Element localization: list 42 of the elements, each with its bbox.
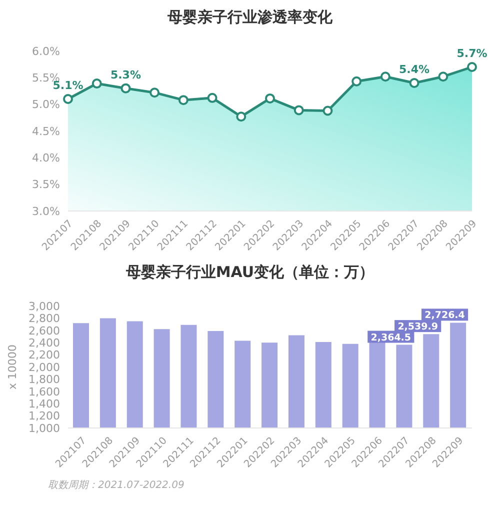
point — [120, 83, 131, 94]
y-tick-label: 3.0% — [32, 204, 60, 218]
point — [467, 62, 477, 72]
point — [294, 105, 304, 116]
data-label: 2,364.5 — [370, 332, 412, 344]
y-tick-label: 3,000 — [28, 300, 60, 313]
data-label: 5.4% — [399, 63, 430, 76]
data-label: 5.7% — [456, 47, 488, 60]
y-tick-label: 6.0% — [32, 44, 60, 58]
y-tick-label: 2,200 — [28, 348, 60, 362]
point — [150, 88, 160, 98]
chart-title: 母婴亲子行业MAU变化（单位：万） — [124, 263, 376, 282]
chart-title: 母婴亲子行业渗透率变化 — [166, 8, 334, 27]
point — [236, 112, 246, 122]
data-label: 5.3% — [110, 68, 141, 82]
point — [409, 78, 420, 88]
data-label: 2,539.9 — [398, 322, 438, 333]
y-tick-label: 1,400 — [28, 398, 60, 411]
point — [265, 93, 275, 104]
point — [352, 76, 362, 86]
text: 取数周期：2021.07-2022.09 — [48, 478, 186, 492]
y-axis-title: x 10000 — [6, 344, 19, 390]
y-tick-label: 4.0% — [32, 152, 60, 165]
point — [438, 72, 448, 82]
y-tick-label: 2,600 — [28, 324, 60, 338]
y-tick-label: 4.5% — [32, 124, 60, 138]
y-tick-label: 5.0% — [32, 98, 60, 112]
data-label: 2,726.4 — [424, 310, 466, 322]
point — [63, 94, 73, 104]
point — [380, 72, 390, 82]
point — [92, 78, 102, 89]
y-tick-label: 1,800 — [28, 373, 60, 386]
y-tick-label: 2,800 — [28, 312, 60, 326]
y-tick-label: 1,600 — [28, 385, 60, 398]
point — [207, 92, 218, 103]
y-tick-label: 2,000 — [28, 360, 60, 374]
point — [178, 95, 188, 106]
y-tick-label: 1,200 — [28, 410, 60, 423]
y-tick-label: 3.5% — [32, 178, 60, 192]
y-tick-label: 1,000 — [28, 422, 60, 435]
point — [322, 106, 333, 116]
y-tick-label: 2,400 — [28, 336, 60, 350]
